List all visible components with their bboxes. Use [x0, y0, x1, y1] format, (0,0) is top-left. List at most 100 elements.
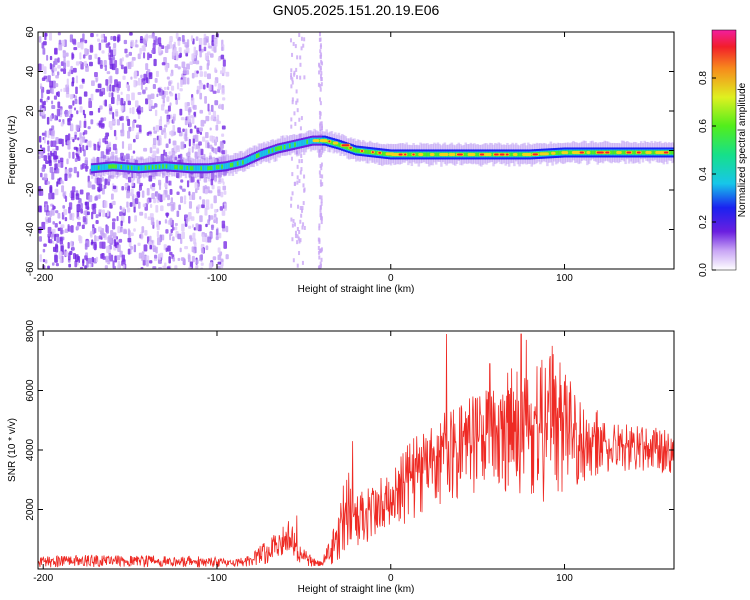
spectrogram-noise-cell: [157, 237, 161, 246]
spectrogram-noise-cell: [112, 46, 117, 55]
spectrogram-noise-cell: [94, 235, 97, 244]
spectrogram-noise-cell: [56, 168, 60, 174]
spectrogram-noise-cell: [66, 78, 69, 86]
spectrogram-noise-cell: [51, 105, 56, 110]
signal-core: [179, 165, 182, 170]
spectrogram-noise-cell: [110, 36, 113, 41]
spectrogram-noise-cell: [169, 36, 173, 43]
signal-core: [554, 150, 558, 155]
spectrogram-noise-cell: [169, 217, 173, 226]
signal-core: [127, 165, 130, 170]
spectrogram-noise-cell: [61, 138, 64, 147]
spectrogram-noise-cell: [68, 151, 71, 159]
spectrogram-noise-cell: [152, 143, 157, 149]
signal-core: [622, 150, 626, 155]
spectrogram-noise-cell: [199, 196, 202, 200]
spectrogram-noise-cell: [217, 247, 221, 253]
spectrogram-noise-cell: [113, 239, 117, 247]
spectrogram-noise-cell: [292, 41, 295, 46]
signal-hot: [626, 151, 632, 154]
signal-core: [249, 156, 252, 163]
spectrogram-noise-cell: [67, 117, 71, 126]
spectrogram-noise-cell: [319, 123, 322, 128]
spectrogram-noise-cell: [216, 88, 220, 94]
spectrogram-noise-cell: [129, 32, 133, 36]
spectrogram-noise-cell: [188, 138, 191, 147]
spectrogram-noise-cell: [174, 222, 178, 227]
spectrogram-noise-cell: [320, 220, 323, 225]
spectrogram-noise-cell: [72, 67, 77, 73]
spectrogram-noise-cell: [127, 228, 130, 236]
spectrogram-noise-cell: [298, 159, 301, 164]
spectrogram-noise-cell: [112, 232, 117, 239]
spectrogram-noise-cell: [46, 116, 50, 125]
spectrogram-noise-cell: [156, 147, 160, 154]
colorbar-tick-label: 0.4: [698, 167, 709, 181]
spectrogram-noise-cell: [174, 226, 178, 231]
spectrogram-noise-cell: [77, 41, 81, 48]
spectrogram-noise-cell: [294, 230, 297, 235]
spectrogram-noise-cell: [142, 260, 146, 266]
spectrogram-noise-cell: [300, 213, 303, 218]
spectrogram-noise-cell: [138, 187, 142, 192]
spectrogram-noise-cell: [66, 158, 69, 165]
signal-hot: [418, 152, 424, 156]
signal-hot: [484, 152, 492, 156]
spectrogram-noise-cell: [301, 205, 304, 210]
spectrogram-noise-cell: [212, 256, 217, 261]
spectrogram-noise-cell: [203, 71, 207, 78]
spectrogram-noise-cell: [174, 64, 179, 68]
spectrogram-noise-cell: [225, 254, 229, 260]
spectrogram-noise-cell: [56, 181, 59, 187]
spectrogram-noise-cell: [196, 70, 199, 74]
spectrogram-noise-cell: [159, 126, 163, 131]
spectrogram-noise-cell: [181, 223, 185, 232]
spectrogram-noise-cell: [291, 80, 294, 85]
spectrogram-noise-cell: [150, 217, 155, 226]
spectrogram-noise-cell: [104, 64, 108, 71]
spectrogram-noise-cell: [204, 53, 209, 61]
spectrogram-noise-cell: [190, 97, 195, 106]
spectrogram-noise-cell: [88, 54, 92, 60]
spectrogram-noise-cell: [319, 205, 322, 210]
spectrogram-noise-cell: [217, 83, 222, 90]
spectrogram-noise-cell: [110, 175, 115, 179]
spectrogram-noise-cell: [102, 154, 106, 159]
spectrogram-noise-cell: [220, 46, 224, 51]
spectrogram-noise-cell: [93, 143, 97, 151]
spectrogram-noise-cell: [57, 57, 60, 63]
spectrogram-noise-cell: [82, 258, 85, 267]
spectrogram-noise-cell: [145, 255, 150, 262]
spectrogram-noise-cell: [187, 254, 191, 263]
signal-core: [108, 164, 111, 169]
signal-core: [143, 164, 146, 171]
spectrogram-noise-cell: [98, 120, 103, 128]
spectrogram-noise-cell: [77, 137, 80, 141]
signal-core: [186, 166, 189, 171]
spectrogram-noise-cell: [71, 53, 75, 59]
spectrogram-noise-cell: [221, 125, 226, 130]
signal-hot: [616, 150, 622, 154]
spectrogram-noise-cell: [165, 143, 169, 148]
spectrogram-noise-cell: [89, 45, 94, 53]
spectrogram-noise-cell: [205, 223, 208, 228]
spectrogram-noise-cell: [91, 211, 94, 220]
spectrogram-noise-cell: [166, 155, 170, 162]
spectrogram-noise-cell: [48, 32, 53, 41]
spectrogram-noise-cell: [116, 215, 119, 222]
spectrogram-noise-cell: [214, 67, 217, 73]
spectrogram-noise-cell: [319, 249, 322, 254]
signal-core: [122, 164, 125, 171]
spectrogram-noise-cell: [153, 197, 156, 204]
spectrogram-noise-cell: [91, 80, 95, 87]
signal-core: [247, 156, 250, 163]
signal-core: [136, 165, 139, 172]
spectrogram-noise-cell: [84, 39, 88, 44]
spectrogram-noise-cell: [176, 172, 180, 179]
spectrogram-noise-cell: [54, 223, 58, 228]
spectrogram-noise-cell: [47, 130, 50, 139]
spectrogram-noise-cell: [94, 196, 98, 201]
spectrogram-noise-cell: [300, 153, 303, 158]
spectrogram-noise-cell: [53, 150, 57, 159]
spectrogram-noise-cell: [128, 215, 131, 224]
